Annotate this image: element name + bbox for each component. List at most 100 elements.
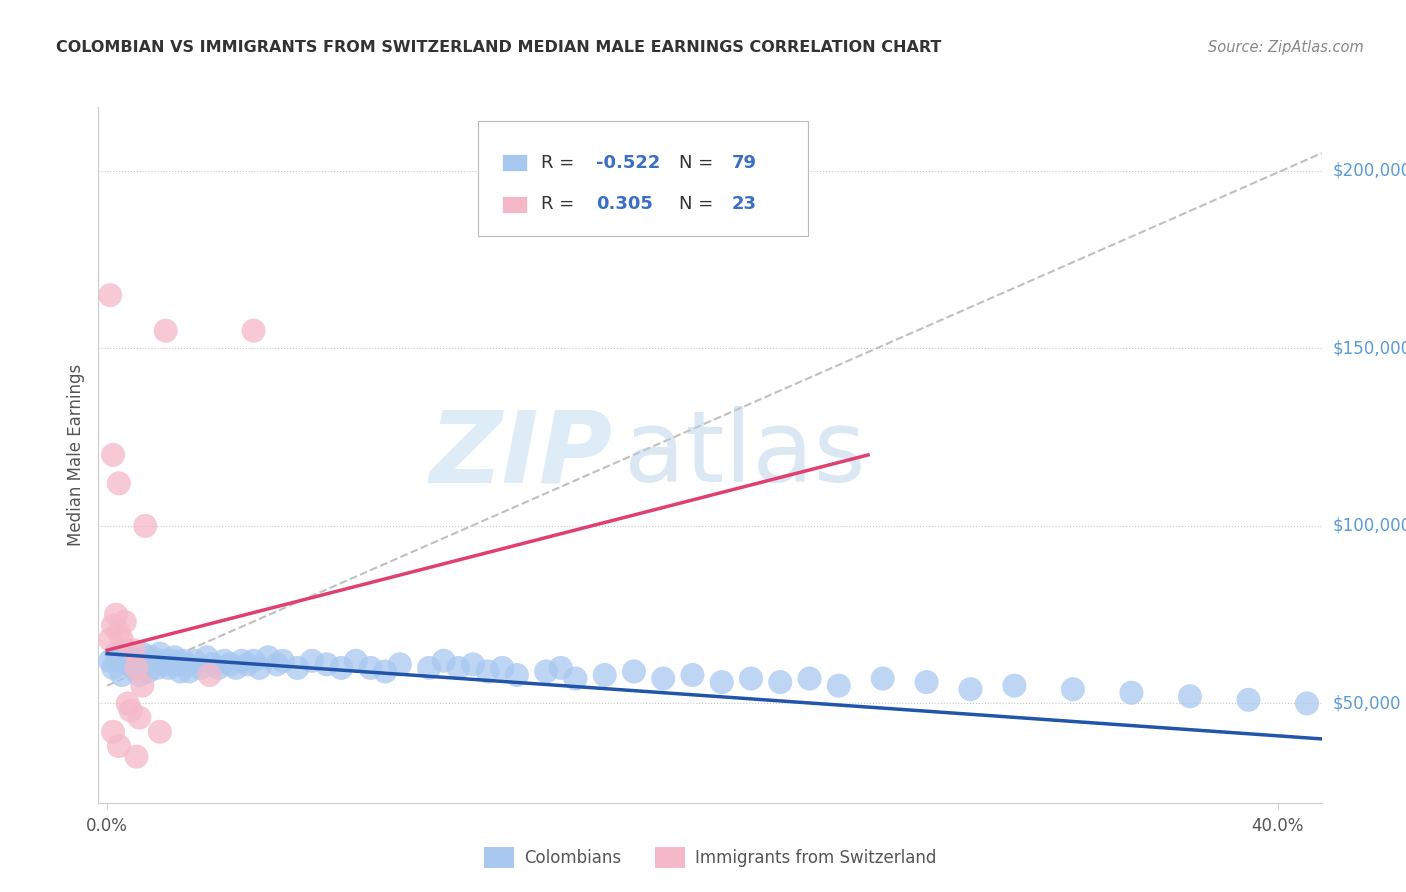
Point <box>433 654 456 668</box>
Point <box>104 647 127 661</box>
Point <box>125 661 148 675</box>
Point <box>236 657 259 672</box>
Point <box>1178 690 1201 704</box>
Text: $100,000: $100,000 <box>1333 517 1406 535</box>
Point <box>98 632 121 647</box>
Point <box>550 661 572 675</box>
Point <box>111 632 134 647</box>
Point <box>959 682 981 697</box>
Point <box>108 625 131 640</box>
Point <box>623 665 645 679</box>
Point <box>122 661 145 675</box>
Point <box>799 672 821 686</box>
Point <box>120 650 142 665</box>
Text: atlas: atlas <box>624 407 866 503</box>
Point <box>418 661 440 675</box>
Point <box>231 654 253 668</box>
Point <box>201 657 224 672</box>
Point <box>98 654 121 668</box>
Bar <box>502 195 527 213</box>
Point <box>98 288 121 302</box>
Point <box>828 679 851 693</box>
Text: 0.305: 0.305 <box>596 195 654 213</box>
Point <box>257 650 280 665</box>
Point <box>1121 686 1143 700</box>
Point <box>184 654 207 668</box>
Text: 23: 23 <box>733 195 756 213</box>
Point <box>242 324 264 338</box>
Point <box>212 654 235 668</box>
Text: R =: R = <box>541 153 581 171</box>
Point <box>330 661 353 675</box>
Point <box>195 650 218 665</box>
Text: R =: R = <box>541 195 581 213</box>
Point <box>915 675 938 690</box>
Point <box>740 672 762 686</box>
Y-axis label: Median Male Earnings: Median Male Earnings <box>66 364 84 546</box>
Point <box>114 643 136 657</box>
Point <box>128 710 150 724</box>
Point <box>477 665 499 679</box>
Text: $200,000: $200,000 <box>1333 162 1406 180</box>
Point <box>172 654 194 668</box>
Point <box>447 661 470 675</box>
Point <box>344 654 367 668</box>
Point <box>225 661 247 675</box>
Text: Source: ZipAtlas.com: Source: ZipAtlas.com <box>1208 40 1364 55</box>
Point <box>315 657 337 672</box>
Text: ZIP: ZIP <box>429 407 612 503</box>
Point <box>1002 679 1025 693</box>
Text: 79: 79 <box>733 153 756 171</box>
Point <box>198 668 221 682</box>
Point <box>131 679 153 693</box>
Point <box>101 618 124 632</box>
Bar <box>502 154 527 171</box>
Point <box>247 661 270 675</box>
Point <box>388 657 411 672</box>
Point <box>101 661 124 675</box>
Point <box>134 519 156 533</box>
Point <box>155 657 177 672</box>
Point <box>301 654 323 668</box>
Point <box>146 661 169 675</box>
Text: -0.522: -0.522 <box>596 153 661 171</box>
Point <box>190 661 212 675</box>
Point <box>593 668 616 682</box>
Point <box>114 615 136 629</box>
Point <box>136 665 159 679</box>
Point <box>769 675 792 690</box>
Point <box>506 668 529 682</box>
Legend: Colombians, Immigrants from Switzerland: Colombians, Immigrants from Switzerland <box>478 841 942 874</box>
Point <box>149 647 172 661</box>
Point <box>682 668 704 682</box>
Point <box>179 665 201 679</box>
Point <box>174 657 197 672</box>
Point <box>143 654 166 668</box>
Point <box>374 665 396 679</box>
Point <box>152 654 174 668</box>
Point <box>139 650 162 665</box>
Point <box>108 476 131 491</box>
Point <box>131 647 153 661</box>
Point <box>710 675 733 690</box>
Point <box>491 661 513 675</box>
Point <box>1296 697 1319 711</box>
Point <box>271 654 294 668</box>
Point <box>155 324 177 338</box>
Point <box>461 657 484 672</box>
Point <box>872 672 894 686</box>
Point <box>360 661 382 675</box>
Point <box>108 739 131 753</box>
Point <box>128 668 150 682</box>
Point <box>1062 682 1084 697</box>
Text: N =: N = <box>679 195 720 213</box>
Point <box>169 665 191 679</box>
Text: $50,000: $50,000 <box>1333 694 1402 713</box>
Point <box>219 657 242 672</box>
Point <box>125 654 148 668</box>
Point <box>163 650 186 665</box>
Point <box>564 672 586 686</box>
Point <box>117 697 139 711</box>
Point <box>1237 693 1260 707</box>
Point <box>117 657 139 672</box>
